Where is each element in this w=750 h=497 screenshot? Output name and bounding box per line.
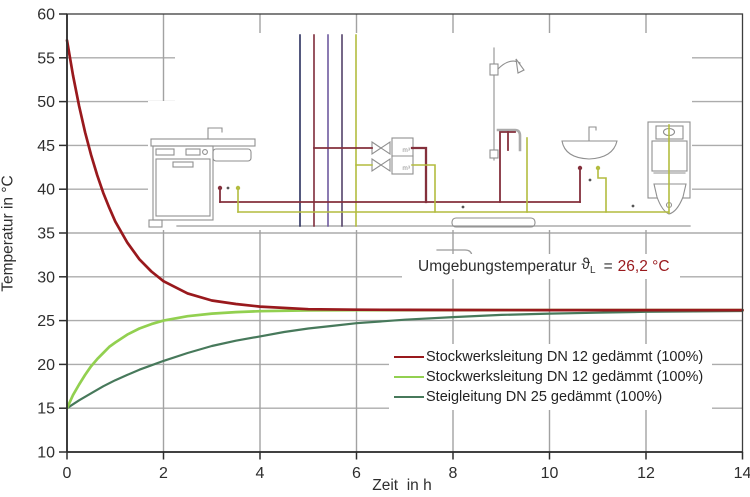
water-meter-icon: m³ m³ xyxy=(391,137,414,175)
x-axis-title: Zeit in h xyxy=(372,477,432,494)
legend-line-swatch xyxy=(394,395,424,399)
legend-label: Stockwerksleitung DN 12 gedämmt (100%) xyxy=(426,369,704,385)
legend-item: Steigleitung DN 25 gedämmt (100%) xyxy=(394,387,703,407)
x-tick-label: 2 xyxy=(159,465,168,482)
hot-water-pipes-icon xyxy=(217,131,583,204)
meter-unit-label: m³ xyxy=(402,147,410,154)
annotation-prefix: Umgebungstemperatur xyxy=(418,257,577,275)
flow-marker-dots xyxy=(226,178,635,209)
temperature-curve-2 xyxy=(65,309,744,410)
y-tick-label: 20 xyxy=(37,357,55,374)
valve-icon xyxy=(371,140,391,173)
x-tick-label: 12 xyxy=(637,465,655,482)
plumbing-schematic: m³ m³ xyxy=(148,33,692,258)
y-tick-label: 50 xyxy=(37,94,55,111)
theta-symbol: ϑL xyxy=(581,256,596,277)
legend: Stockwerksleitung DN 12 gedämmt (100%) S… xyxy=(389,344,713,410)
y-tick-label: 45 xyxy=(37,138,55,155)
schematic-background xyxy=(148,33,692,230)
theta-subscript: L xyxy=(590,265,596,277)
shower-icon xyxy=(489,47,525,161)
y-tick-label: 10 xyxy=(37,445,55,462)
shower-tray-icon xyxy=(451,217,536,228)
axes: 10 15 20 25 30 35 40 45 50 55 60 0 2 4 6 8 10 12 14 xyxy=(37,7,750,483)
washbasin-icon xyxy=(561,126,618,160)
y-tick-label: 60 xyxy=(37,7,55,24)
circulation-pipes-icon xyxy=(235,124,670,214)
legend-line-swatch xyxy=(394,355,424,359)
x-tick-label: 10 xyxy=(541,465,559,482)
annotation-equals: = xyxy=(603,257,613,275)
ambient-temperature-annotation: Umgebungstemperatur ϑL = 26,2 °C xyxy=(402,254,680,279)
dishwasher-sink-icon xyxy=(148,127,256,228)
x-tick-label: 6 xyxy=(352,465,361,482)
y-tick-label: 35 xyxy=(37,226,55,243)
riser-pipes-icon xyxy=(299,34,357,227)
legend-item: Stockwerksleitung DN 12 gedämmt (100%) xyxy=(394,367,703,387)
meter-unit-label: m³ xyxy=(402,165,410,172)
legend-item: Stockwerksleitung DN 12 gedämmt (100%) xyxy=(394,347,703,367)
legend-label: Stockwerksleitung DN 12 gedämmt (100%) xyxy=(426,349,704,365)
legend-label: Steigleitung DN 25 gedämmt (100%) xyxy=(426,389,663,405)
y-tick-label: 25 xyxy=(37,313,55,330)
legend-line-swatch xyxy=(394,375,424,379)
y-tick-label: 55 xyxy=(37,50,55,67)
x-tick-label: 0 xyxy=(63,465,72,482)
x-tick-label: 14 xyxy=(734,465,750,482)
temperature-curve-0 xyxy=(65,38,744,312)
temperature-curves xyxy=(65,38,744,410)
y-tick-label: 30 xyxy=(37,269,55,286)
y-tick-label: 15 xyxy=(37,401,55,418)
y-axis-title: Temperatur in °C xyxy=(0,175,17,292)
x-tick-label: 8 xyxy=(449,465,458,482)
annotation-value: 26,2 °C xyxy=(617,257,670,275)
y-tick-label: 40 xyxy=(37,182,55,199)
x-tick-label: 4 xyxy=(256,465,265,482)
